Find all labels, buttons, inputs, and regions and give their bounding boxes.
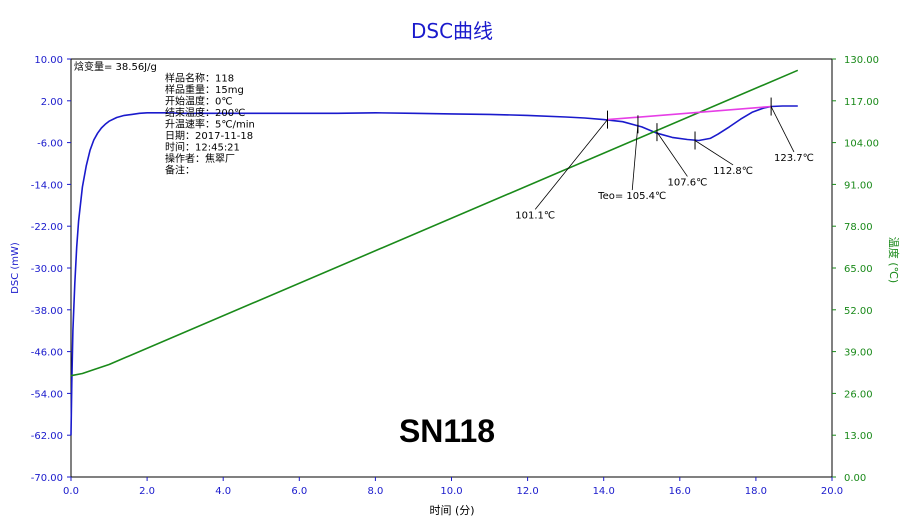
annotation-leader-line — [631, 124, 639, 191]
x-tick-label: 20.0 — [821, 486, 843, 497]
y-right-axis: 130.00 117.00 104.00 91.00 78.00 65.00 52.00 39… — [832, 55, 879, 484]
x-tick-label: 14.0 — [593, 486, 615, 497]
y-left-axis: 10.00 2.00 -6.00 -14.00 -22.00 -30.00 -38.00 -4… — [31, 55, 71, 484]
info-row: 焓变量= 38.56J/g — [74, 60, 157, 73]
x-tick-label: 12.0 — [516, 486, 538, 497]
y-left-tick-label: 10.00 — [34, 55, 63, 66]
info-row: 样品名称：118 — [165, 72, 234, 85]
sample-watermark: SN118 — [399, 413, 495, 449]
annotation-label: Teo= 105.4℃ — [597, 191, 666, 202]
annotation-leader-line — [770, 106, 795, 153]
y-left-tick-label: -14.00 — [31, 180, 63, 191]
x-tick-label: 16.0 — [669, 486, 691, 497]
info-row: 日期：2017-11-18 — [165, 130, 253, 142]
x-tick-label: 18.0 — [745, 486, 767, 497]
info-row: 备注： — [165, 164, 195, 177]
info-row: 样品重量：15mg — [165, 83, 244, 96]
y-left-tick-label: -70.00 — [31, 473, 63, 484]
series-layer — [70, 69, 799, 436]
x-tick-label: 6.0 — [291, 486, 307, 497]
onset-baseline-line — [607, 105, 772, 121]
annotation-leader-line — [656, 131, 688, 177]
info-row: 操作者：焦翠厂 — [165, 152, 235, 165]
y-right-tick-label: 65.00 — [844, 264, 873, 275]
annotation-label: 101.1℃ — [515, 210, 555, 221]
y-left-tick-label: -38.00 — [31, 306, 63, 317]
x-tick-label: 2.0 — [139, 486, 155, 497]
annotation-label: 112.8℃ — [713, 166, 753, 177]
info-row: 结束温度：200℃ — [165, 106, 245, 119]
x-tick-label: 8.0 — [367, 486, 383, 497]
dsc-curve-line — [70, 105, 798, 436]
y-right-tick-label: 39.00 — [844, 348, 873, 359]
annotation-leader-line — [694, 140, 734, 166]
y-right-tick-label: 0.00 — [844, 473, 866, 484]
y-left-axis-label: DSC (mW) — [10, 242, 21, 294]
x-axis-label: 时间 (分) — [429, 504, 474, 517]
y-right-tick-label: 91.00 — [844, 180, 873, 191]
y-left-tick-label: 2.00 — [41, 97, 63, 108]
x-tick-label: 10.0 — [440, 486, 462, 497]
y-left-tick-label: -46.00 — [31, 348, 63, 359]
y-left-tick-label: -62.00 — [31, 431, 63, 442]
info-row: 升温速率：5℃/min — [165, 118, 255, 131]
y-right-tick-label: 52.00 — [844, 306, 873, 317]
annotation-leader-line — [534, 119, 608, 210]
annotation-label: 123.7℃ — [774, 153, 814, 164]
x-tick-label: 0.0 — [63, 486, 79, 497]
y-left-tick-label: -22.00 — [31, 222, 63, 233]
y-left-tick-label: -54.00 — [31, 389, 63, 400]
annotation-label: 107.6℃ — [667, 177, 707, 188]
y-right-tick-label: 104.00 — [844, 139, 879, 150]
y-left-tick-label: -6.00 — [37, 139, 63, 150]
x-tick-label: 4.0 — [215, 486, 231, 497]
y-left-tick-label: -30.00 — [31, 264, 63, 275]
chart-title: DSC曲线 — [411, 19, 493, 43]
y-right-tick-label: 117.00 — [844, 97, 879, 108]
y-right-tick-label: 13.00 — [844, 431, 873, 442]
y-right-tick-label: 26.00 — [844, 389, 873, 400]
y-right-tick-label: 78.00 — [844, 222, 873, 233]
info-row: 时间：12:45:21 — [165, 141, 240, 154]
y-right-axis-label: 温度 (℃) — [887, 237, 900, 283]
y-right-tick-label: 130.00 — [844, 55, 879, 66]
x-axis: 0.0 2.0 4.0 6.0 8.0 10.0 12.0 14.0 16.0 18.0 20.0 — [63, 477, 843, 497]
temperature-line — [70, 69, 799, 377]
info-block: 焓变量= 38.56J/g 样品名称：118样品重量：15mg开始温度：0℃结束温… — [74, 60, 255, 177]
info-row: 开始温度：0℃ — [165, 95, 233, 108]
